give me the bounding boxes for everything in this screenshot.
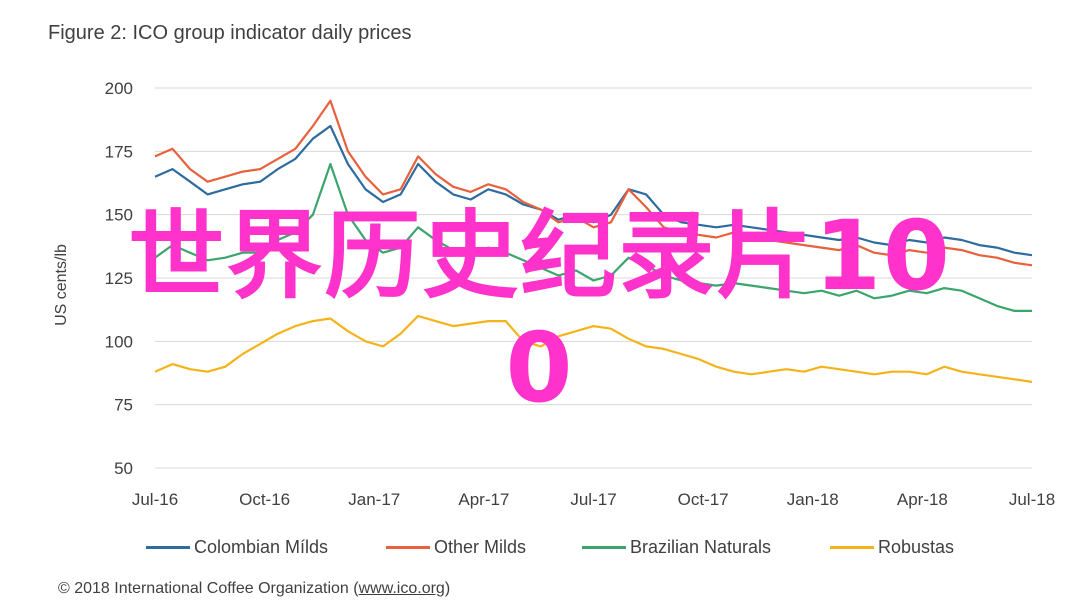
- x-tick-label: Apr-18: [897, 490, 948, 509]
- series-line-1: [154, 99, 1033, 267]
- y-tick-label: 75: [114, 396, 133, 415]
- y-tick-label: 175: [105, 142, 133, 161]
- y-tick-label: 200: [105, 79, 133, 98]
- legend-label: Other Milds: [434, 536, 527, 557]
- footer-suffix: ): [444, 580, 451, 597]
- overlay-watermark-text: 世界历史纪录片10 0: [0, 200, 1080, 424]
- legend-label: Colombian Mílds: [194, 536, 329, 557]
- legend-item-robustas: Robustas: [830, 535, 954, 559]
- y-tick-label: 150: [105, 206, 133, 225]
- x-tick-label: Oct-16: [239, 490, 290, 509]
- x-tick-label: Oct-17: [678, 490, 729, 509]
- y-axis-ticks: 50 75 100 125 150 175 200: [105, 79, 133, 478]
- series-line-2: [154, 162, 1032, 312]
- y-axis-label: US cents/lb: [53, 244, 70, 326]
- overlay-line-2: 0: [505, 312, 575, 424]
- y-tick-label: 125: [105, 269, 133, 288]
- series-line-3: [154, 314, 1033, 383]
- footer-prefix: © 2018 International Coffee Organization…: [58, 580, 359, 597]
- copyright-footer: © 2018 International Coffee Organization…: [58, 580, 450, 598]
- y-tick-label: 100: [105, 332, 133, 351]
- x-tick-label: Apr-17: [458, 490, 509, 509]
- legend-label: Brazilian Naturals: [630, 536, 772, 557]
- chart-legend: Colombian Mílds Other Milds Brazilian Na…: [0, 535, 1080, 559]
- x-tick-label: Jul-16: [132, 490, 178, 509]
- series-line-0: [154, 124, 1033, 257]
- x-tick-label: Jan-17: [348, 490, 400, 509]
- legend-swatch: [830, 545, 874, 549]
- x-tick-label: Jan-18: [787, 490, 839, 509]
- x-tick-label: Jul-17: [570, 490, 616, 509]
- legend-swatch: [386, 545, 430, 549]
- legend-item-colombian-milds: Colombian Mílds: [146, 535, 328, 559]
- series-lines: [154, 99, 1033, 383]
- legend-swatch: [146, 545, 190, 549]
- chart-title: Figure 2: ICO group indicator daily pric…: [48, 22, 412, 44]
- ico-website-link[interactable]: www.ico.org: [358, 580, 445, 597]
- y-tick-label: 50: [114, 459, 133, 478]
- overlay-line-1: 世界历史纪录片10: [128, 200, 952, 312]
- legend-item-other-milds: Other Milds: [386, 535, 526, 559]
- legend-item-brazilian-naturals: Brazilian Naturals: [582, 535, 771, 559]
- legend-swatch: [582, 545, 626, 549]
- x-axis-ticks: Jul-16 Oct-16 Jan-17 Apr-17 Jul-17 Oct-17 Jan-…: [132, 490, 1055, 509]
- gridlines: [155, 87, 1032, 469]
- x-tick-label: Jul-18: [1009, 490, 1055, 509]
- legend-label: Robustas: [878, 536, 955, 557]
